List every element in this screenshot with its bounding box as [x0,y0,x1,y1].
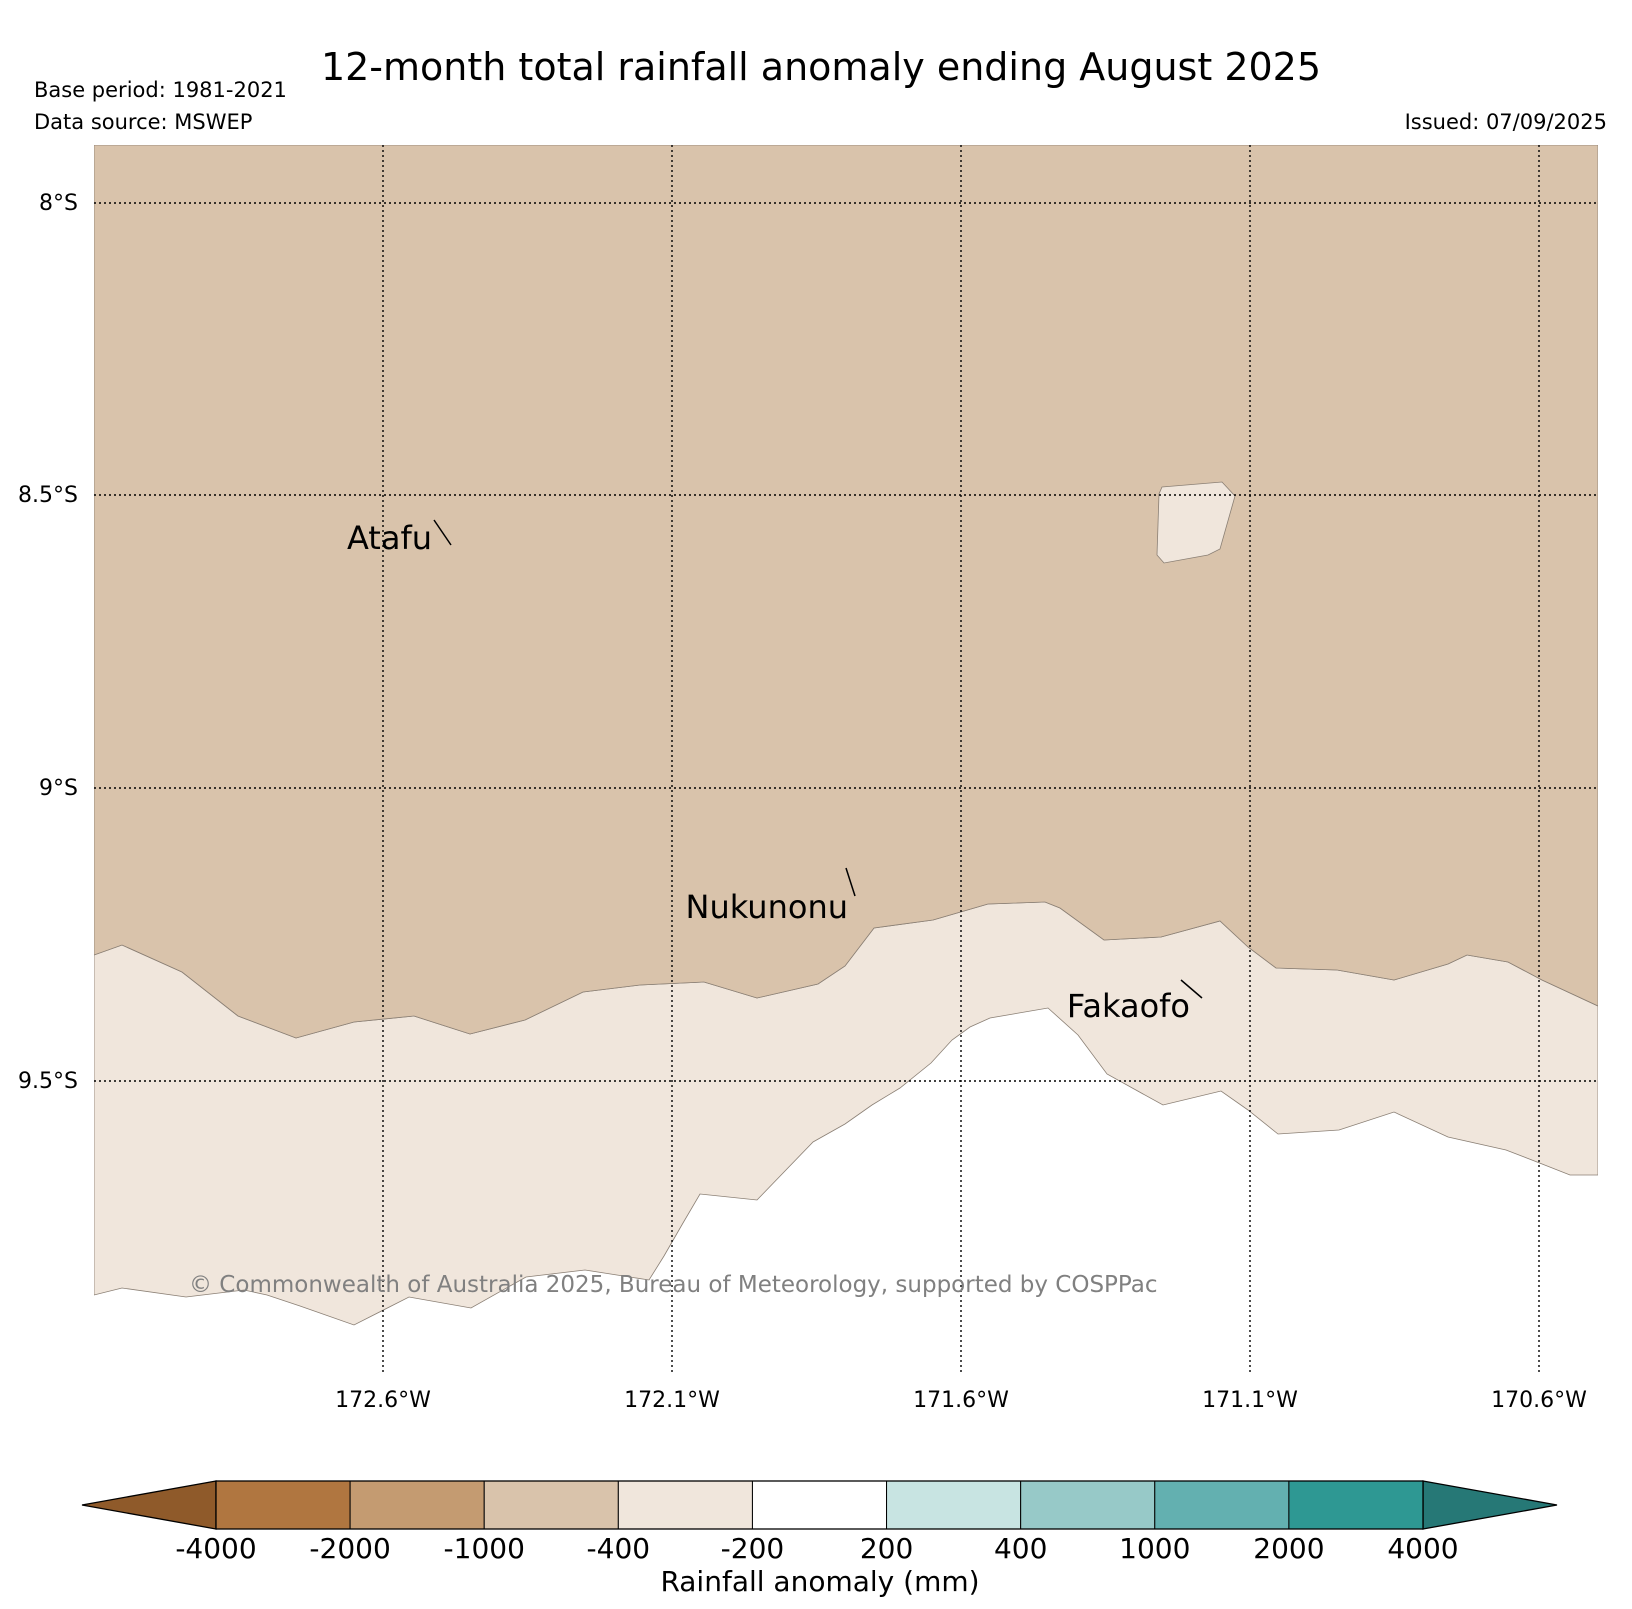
region-class-minus1000-minus400 [94,145,1598,1039]
lat-label: 8°S [39,191,78,216]
colorbar: -4000 -2000 -1000 -400 -200 200 400 1000 2000 400… [81,1480,1558,1598]
colorbar-tick-label: 400 [994,1532,1047,1565]
atafu-leader-line [433,519,452,546]
lat-label: 8.5°S [18,483,78,508]
nukunonu-leader-line [845,867,856,897]
colorbar-tick-labels: -4000 -2000 -1000 -400 -200 200 400 1000 2000 400… [175,1532,1458,1565]
colorbar-tick-label: 2000 [1253,1532,1324,1565]
lon-label: 172.1°W [624,1388,720,1413]
colorbar-cell [751,1480,888,1530]
colorbar-tick-label: 4000 [1387,1532,1458,1565]
colorbar-tick-label: -2000 [309,1532,390,1565]
place-label-nukunonu: Nukunonu [686,888,848,926]
map-panel: 8°S 8.5°S 9°S 9.5°S 172.6°W 172.1°W 171.… [18,145,1598,1413]
lat-label: 9.5°S [18,1069,78,1094]
colorbar-cell [1154,1480,1290,1530]
lon-label: 172.6°W [335,1388,431,1413]
map-title: 12-month total rainfall anomaly ending A… [321,45,1321,89]
colorbar-cell [1288,1480,1424,1530]
place-label-atafu: Atafu [347,519,432,557]
colorbar-cell [617,1480,753,1530]
colorbar-label: Rainfall anomaly (mm) [660,1565,979,1598]
colorbar-cell [349,1480,485,1530]
colorbar-cell [215,1480,351,1530]
lon-label: 171.6°W [913,1388,1009,1413]
lon-label: 171.1°W [1202,1388,1298,1413]
colorbar-frame [215,1480,1424,1530]
lat-label: 9°S [39,776,78,801]
colorbar-low-extend [81,1480,217,1530]
place-fakaofo: Fakaofo [1067,979,1203,1025]
copyright-text: © Commonwealth of Australia 2025, Bureau… [189,1272,1158,1298]
data-source-text: Data source: MSWEP [34,110,252,134]
colorbar-tick-label: -400 [587,1532,651,1565]
colorbar-cell [1020,1480,1156,1530]
issued-date-text: Issued: 07/09/2025 [1405,110,1607,134]
place-nukunonu: Nukunonu [686,867,856,926]
colorbar-cell [886,1480,1022,1530]
graticule [94,145,1598,1375]
colorbar-cells [215,1480,1424,1530]
colorbar-high-extend [1422,1480,1558,1530]
colorbar-tick-label: 200 [860,1532,913,1565]
lon-label: 170.6°W [1491,1388,1587,1413]
base-period-text: Base period: 1981-2021 [34,78,287,102]
place-atafu: Atafu [347,519,452,557]
colorbar-tick-label: -4000 [175,1532,256,1565]
colorbar-tick-label: -1000 [444,1532,525,1565]
place-label-fakaofo: Fakaofo [1067,987,1190,1025]
colorbar-cell [483,1480,619,1530]
fakaofo-leader-line [1180,979,1203,999]
colorbar-tick-label: 1000 [1119,1532,1190,1565]
colorbar-tick-label: -200 [721,1532,785,1565]
region-class-minus400-minus200-patch [1156,481,1236,564]
